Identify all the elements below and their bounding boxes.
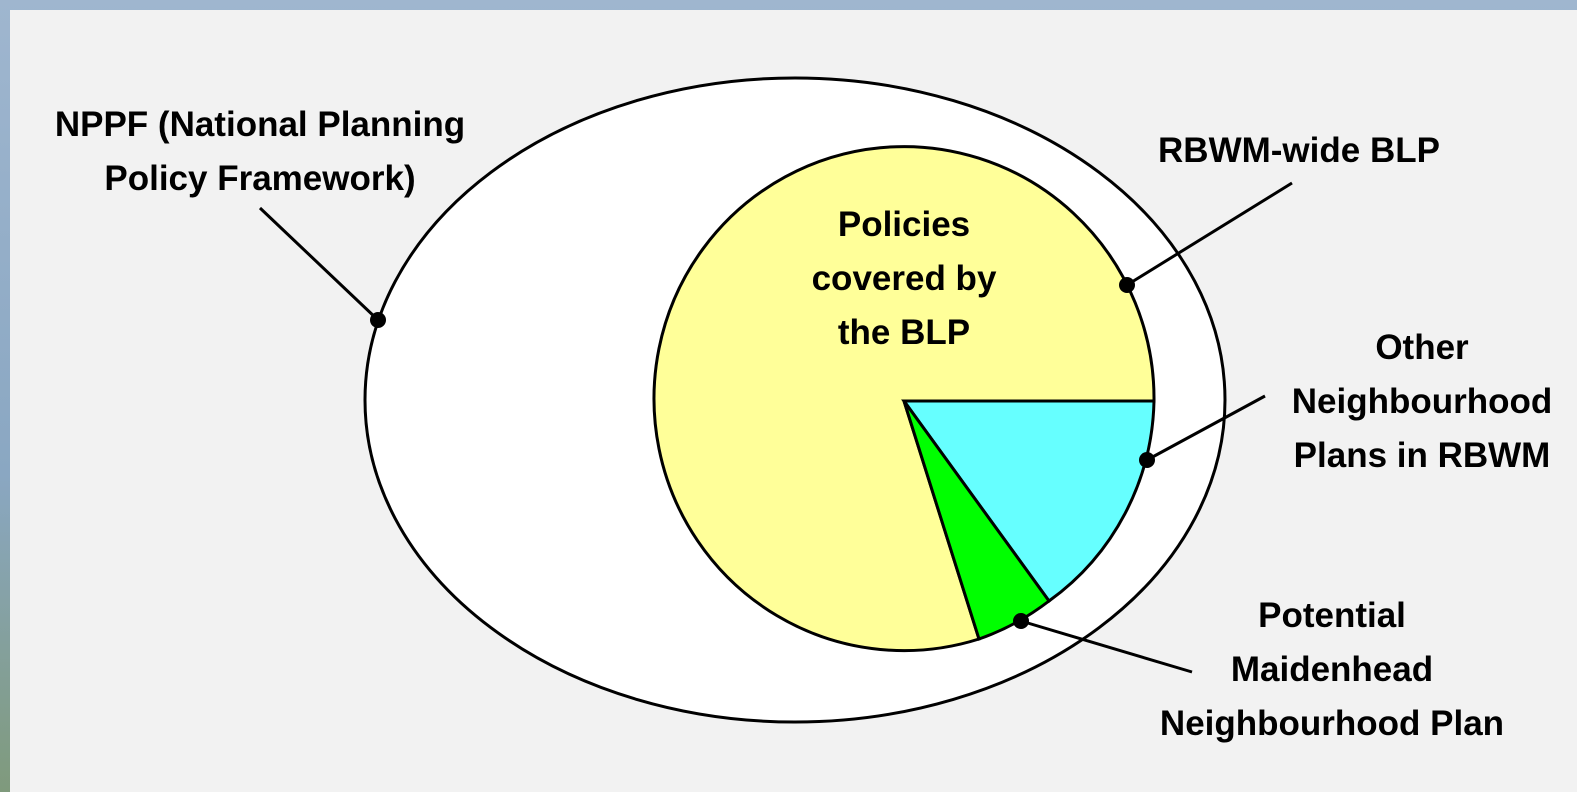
blp-policies-segment [652, 145, 1156, 653]
rbwm-wide-connector-dot [1119, 277, 1135, 293]
other-plans-label-line-3: Plans in RBWM [1294, 436, 1551, 475]
nppf-connector-line [258, 206, 380, 322]
other-plans-connector-line [1146, 394, 1266, 462]
potential-label-line-2: Maidenhead [1231, 650, 1433, 689]
policies-label-line-1: Policies [838, 205, 970, 244]
nppf-label-line-2: Policy Framework) [104, 159, 415, 198]
potential-label-line-3: Neighbourhood Plan [1160, 704, 1504, 743]
rbwm-wide-connector-line [1126, 181, 1293, 287]
other-plans-label-line-2: Neighbourhood [1292, 382, 1553, 421]
policies-label-line-3: the BLP [838, 313, 970, 352]
nppf-label-line-1: NPPF (National Planning [55, 105, 465, 144]
potential-label-line-1: Potential [1258, 596, 1406, 635]
other-plans-connector-dot [1139, 452, 1155, 468]
policies-label-line-2: covered by [812, 259, 997, 298]
other-plans-label-line-1: Other [1375, 328, 1469, 367]
nppf-connector-dot [370, 312, 386, 328]
maidenhead-connector-dot [1013, 613, 1029, 629]
maidenhead-connector-line [1020, 619, 1193, 674]
rbwm-wide-label: RBWM-wide BLP [1158, 131, 1440, 170]
other-neighbourhood-plans-segment [901, 399, 1156, 604]
